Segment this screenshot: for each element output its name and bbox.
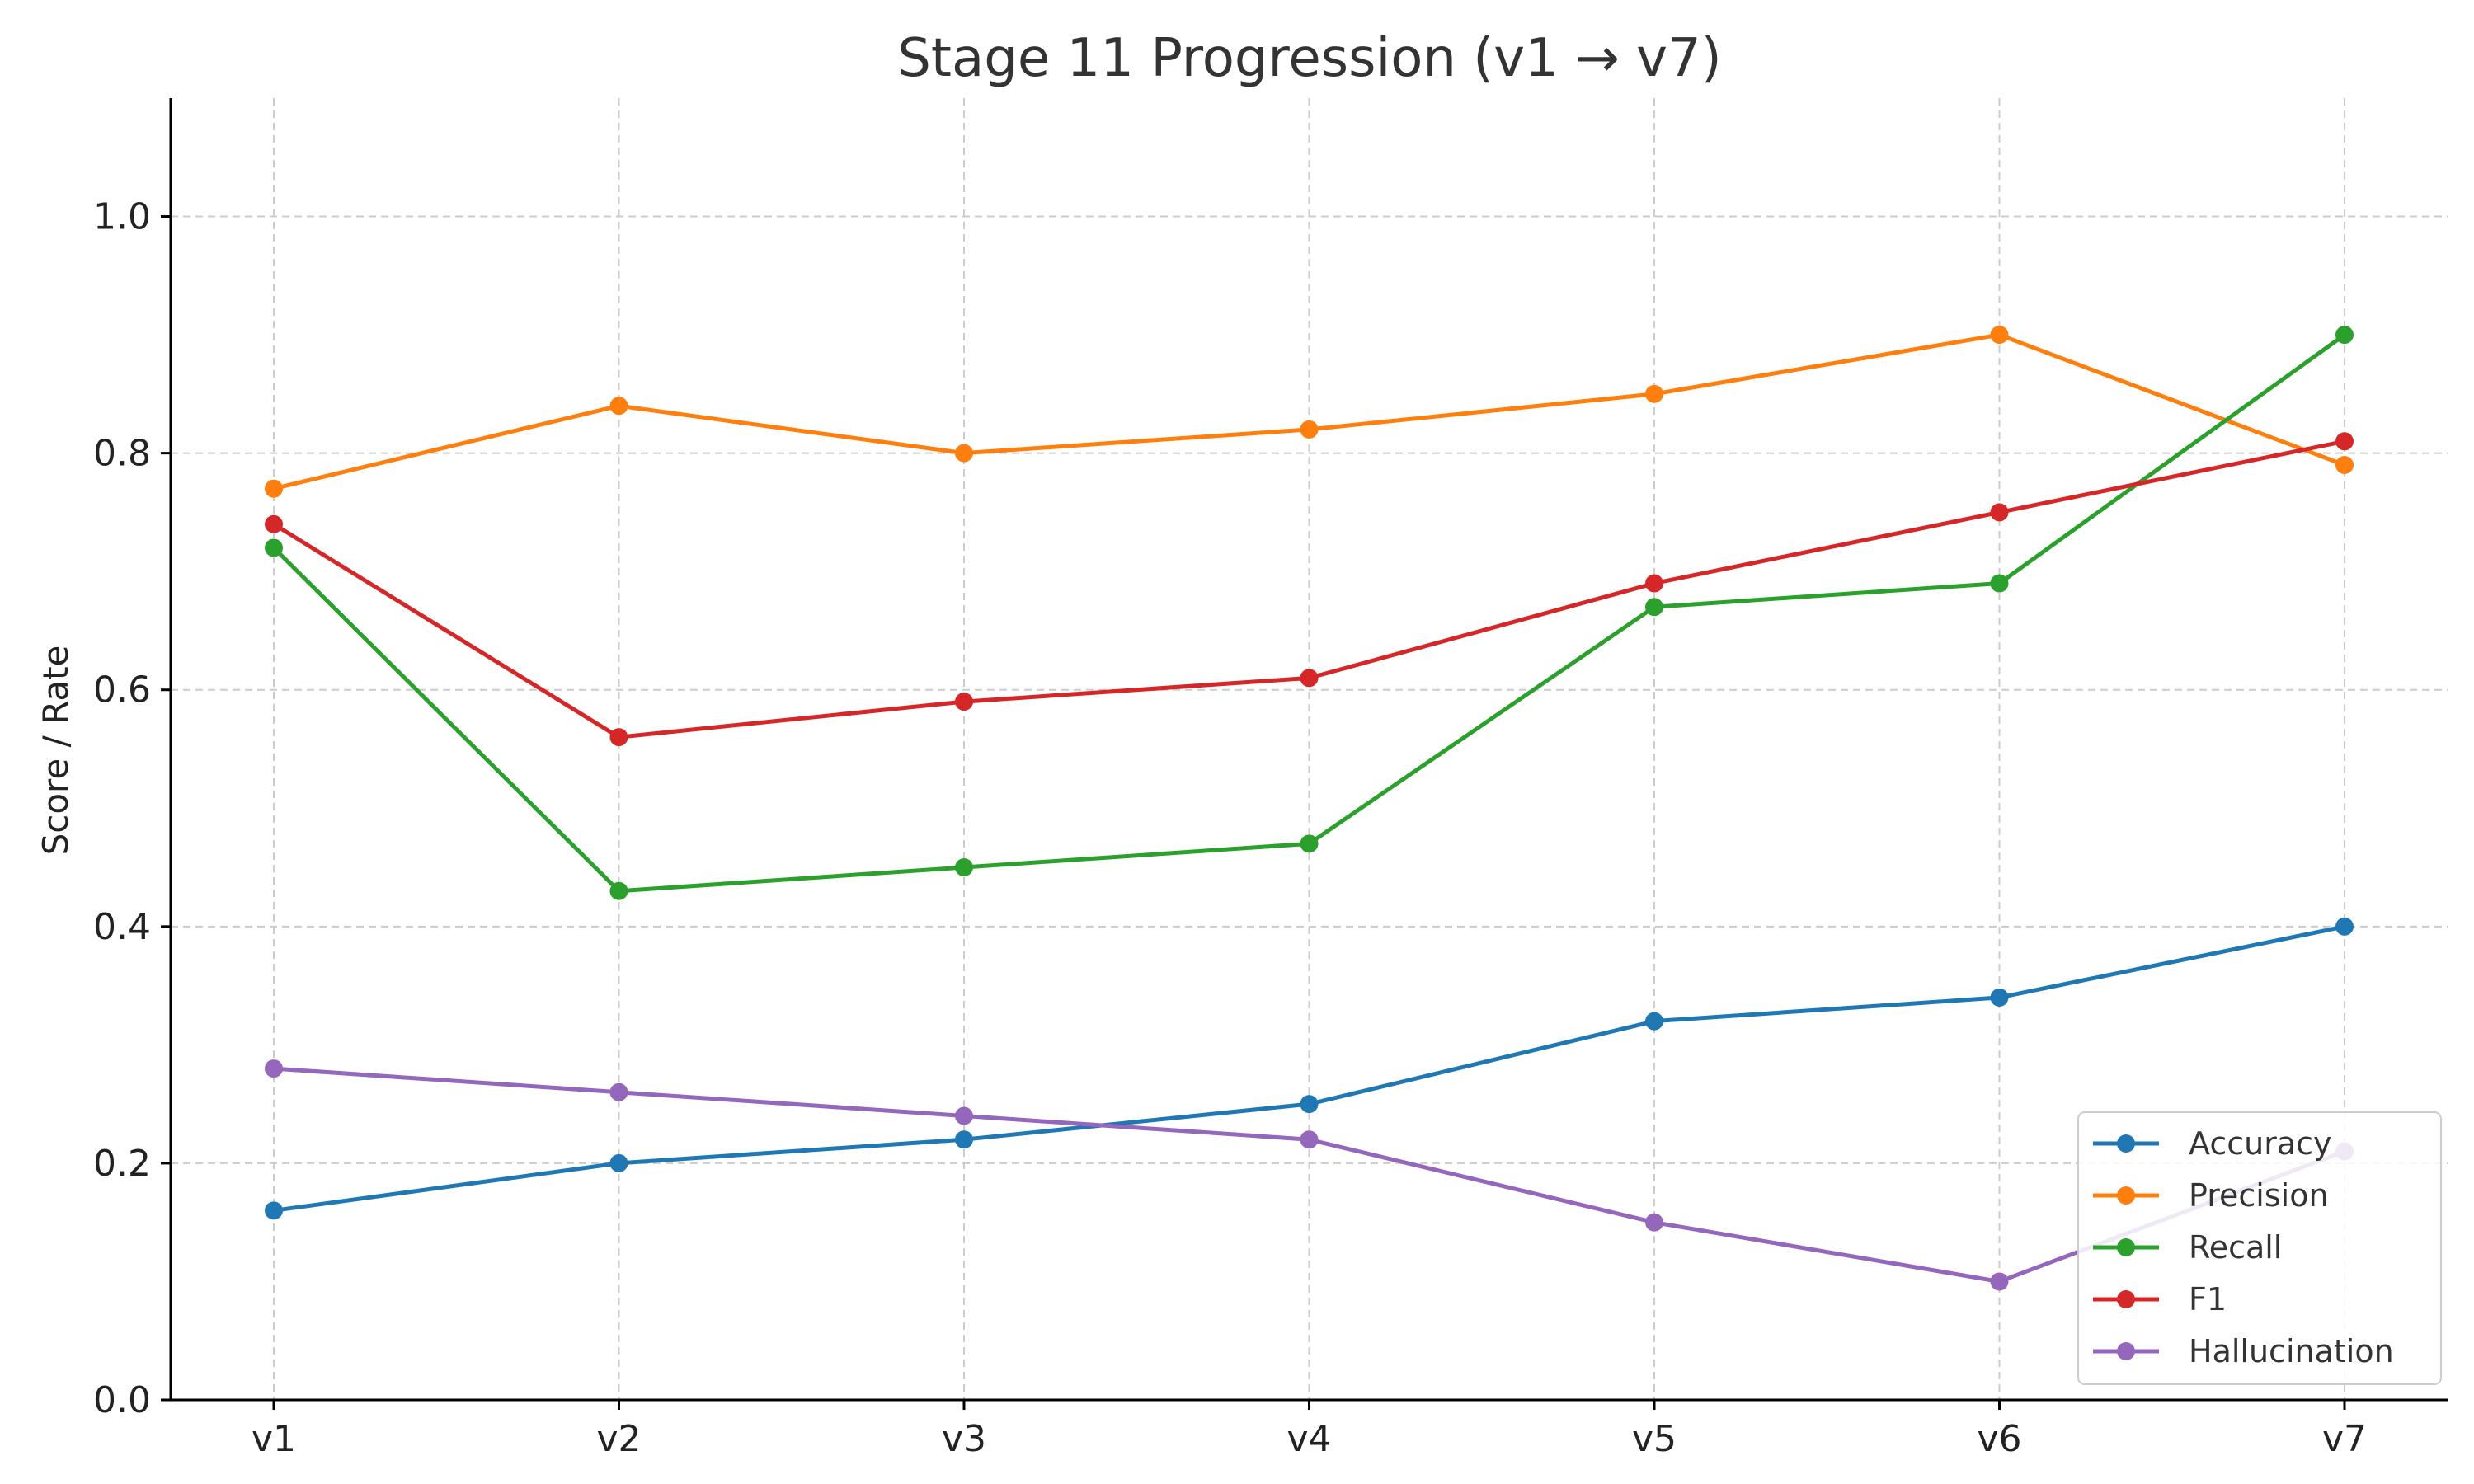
f1-point: [609, 728, 628, 747]
series-f1: [265, 432, 2354, 747]
f1-point: [1300, 669, 1319, 688]
recall-point: [1645, 598, 1663, 617]
precision-point: [955, 444, 973, 463]
f1-point: [2335, 432, 2354, 451]
y-axis-label: Score / Rate: [35, 646, 76, 856]
precision-point: [1645, 384, 1663, 403]
legend-swatch-marker: [2117, 1342, 2135, 1360]
accuracy-point: [955, 1130, 973, 1149]
y-tick-label: 0.0: [93, 1379, 151, 1421]
legend-item-f1: F1: [2093, 1281, 2227, 1317]
hallucination-point: [265, 1059, 283, 1078]
axis-ticks: v1 v2 v3 v4 v5 v6 v7 0.0 0.2 0.4 0.6 0.8 1.0: [93, 196, 2367, 1460]
series-layer: [265, 326, 2354, 1291]
legend-label: Accuracy: [2189, 1125, 2332, 1162]
y-tick-label: 0.8: [93, 433, 151, 475]
x-tick-label: v6: [1977, 1418, 2021, 1460]
legend-item-recall: Recall: [2093, 1229, 2282, 1266]
hallucination-point: [1990, 1272, 2009, 1291]
x-tick-label: v5: [1632, 1418, 1677, 1460]
series-recall: [265, 326, 2354, 900]
y-tick-label: 0.2: [93, 1143, 151, 1185]
y-tick-label: 0.6: [93, 669, 151, 711]
hallucination-point: [955, 1106, 973, 1125]
legend-item-accuracy: Accuracy: [2093, 1125, 2332, 1162]
legend-label: Precision: [2189, 1177, 2329, 1214]
f1-point: [955, 693, 973, 711]
accuracy-point: [1990, 988, 2009, 1007]
hallucination-point: [609, 1082, 628, 1101]
accuracy-point: [1645, 1012, 1663, 1031]
f1-point: [1990, 503, 2009, 522]
x-tick-label: v2: [596, 1418, 641, 1460]
recall-point: [265, 538, 283, 557]
legend-label: F1: [2189, 1281, 2227, 1317]
precision-point: [2335, 455, 2354, 474]
recall-point: [955, 858, 973, 877]
recall-point: [609, 881, 628, 900]
legend-swatch-marker: [2117, 1238, 2135, 1256]
precision-point: [1990, 326, 2009, 345]
precision-point: [1300, 420, 1319, 439]
f1-point: [265, 514, 283, 533]
recall-point: [2335, 326, 2354, 345]
legend-swatch-marker: [2117, 1290, 2135, 1308]
legend-item-precision: Precision: [2093, 1177, 2329, 1214]
x-tick-label: v1: [252, 1418, 296, 1460]
f1-point: [1645, 574, 1663, 593]
chart-title: Stage 11 Progression (v1 → v7): [897, 28, 1721, 89]
legend-item-hallucination: Hallucination: [2093, 1333, 2394, 1369]
recall-point: [1990, 574, 2009, 593]
accuracy-point: [609, 1153, 628, 1172]
hallucination-point: [1300, 1130, 1319, 1149]
legend-box: [2077, 1111, 2442, 1385]
grid-lines: [171, 98, 2448, 1400]
legend-swatch-marker: [2117, 1186, 2135, 1205]
legend-label: Hallucination: [2189, 1333, 2394, 1369]
series-accuracy: [265, 917, 2354, 1220]
accuracy-point: [2335, 917, 2354, 936]
x-tick-label: v7: [2322, 1418, 2367, 1460]
legend-label: Recall: [2189, 1229, 2282, 1266]
x-tick-label: v4: [1286, 1418, 1331, 1460]
recall-point: [1300, 834, 1319, 853]
series-precision: [265, 326, 2354, 498]
hallucination-point: [1645, 1213, 1663, 1232]
legend: Accuracy Precision Recall F1 Hallucination: [2077, 1111, 2442, 1385]
y-tick-label: 1.0: [93, 196, 151, 238]
precision-point: [609, 397, 628, 416]
y-tick-label: 0.4: [93, 906, 151, 948]
accuracy-point: [265, 1201, 283, 1220]
precision-point: [265, 479, 283, 498]
x-tick-label: v3: [942, 1418, 986, 1460]
accuracy-point: [1300, 1095, 1319, 1114]
legend-swatch-marker: [2117, 1134, 2135, 1153]
